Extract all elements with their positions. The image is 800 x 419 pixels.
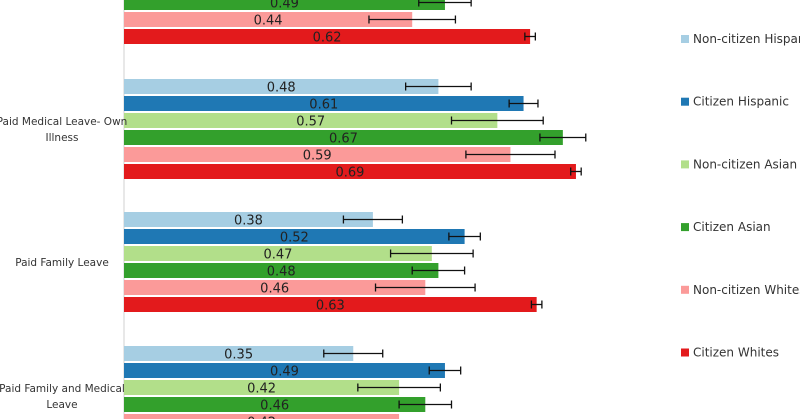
legend-label-1: Citizen Hispanic xyxy=(693,95,789,109)
legend-swatch-1 xyxy=(681,97,689,106)
bar-1-1 xyxy=(124,96,524,111)
bar-2-5 xyxy=(124,297,537,312)
value-label-2-0: 0.38 xyxy=(234,214,263,229)
legend-label-4: Non-citizen Whites xyxy=(693,283,800,297)
value-label-0-5: 0.62 xyxy=(313,31,342,46)
error-bar-2-1 xyxy=(448,232,481,241)
error-bar-0-4 xyxy=(368,15,457,24)
bar-1-5 xyxy=(124,164,576,179)
legend: Non-citizen Hispanic Citizen Hispanic Non-… xyxy=(681,32,800,360)
legend-swatch-2 xyxy=(681,160,689,169)
bar-1-0 xyxy=(124,79,439,94)
error-bar-3-3 xyxy=(398,400,453,409)
value-label-2-4: 0.46 xyxy=(260,282,289,297)
error-bar-3-1 xyxy=(428,366,462,375)
bar-2-4 xyxy=(124,280,426,295)
error-bar-0-5 xyxy=(524,32,536,41)
value-label-3-3: 0.46 xyxy=(260,399,289,414)
category-label-1-0: Paid Medical Leave- Own xyxy=(0,116,127,128)
value-label-3-0: 0.35 xyxy=(224,348,253,363)
legend-swatch-5 xyxy=(681,348,689,357)
bar-0-4 xyxy=(124,12,413,27)
bar-2-2 xyxy=(124,246,432,261)
error-bar-2-4 xyxy=(374,283,476,292)
error-bar-1-3 xyxy=(539,133,587,142)
value-label-2-3: 0.48 xyxy=(267,265,296,280)
bar-2-3 xyxy=(124,263,439,278)
category-label-2-0: Paid Family Leave xyxy=(15,257,109,269)
legend-label-5: Citizen Whites xyxy=(693,346,779,360)
bar-0-5 xyxy=(124,29,531,44)
category-label-0-0: Caregiving xyxy=(34,0,90,1)
legend-swatch-0 xyxy=(681,35,689,43)
value-label-2-5: 0.63 xyxy=(316,299,345,314)
value-label-1-0: 0.48 xyxy=(267,81,296,96)
value-label-3-2: 0.42 xyxy=(247,382,276,397)
error-bar-2-3 xyxy=(411,266,466,275)
legend-label-3: Citizen Asian xyxy=(693,220,771,234)
bar-1-3 xyxy=(124,130,563,145)
value-label-2-2: 0.47 xyxy=(263,248,292,263)
value-label-1-2: 0.57 xyxy=(296,115,325,130)
error-bar-1-1 xyxy=(508,99,539,108)
error-bar-1-0 xyxy=(404,82,472,91)
legend-label-2: Non-citizen Asian xyxy=(693,157,797,171)
category-label-3-0: Paid Family and Medical xyxy=(0,383,125,395)
bar-1-4 xyxy=(124,147,511,162)
bar-3-2 xyxy=(124,380,400,395)
bar-3-0 xyxy=(124,346,354,361)
bars-layer: 0.49 0.44 0.62 0.48 0.61 0.57 0.67 0.590.69 0.38… xyxy=(124,0,587,419)
bar-3-3 xyxy=(124,397,426,412)
value-label-0-4: 0.44 xyxy=(254,14,283,29)
error-bar-2-5 xyxy=(530,300,543,309)
value-label-0-3: 0.49 xyxy=(270,0,299,12)
bar-3-4 xyxy=(124,414,400,419)
value-label-3-1: 0.49 xyxy=(270,365,299,380)
value-label-1-5: 0.69 xyxy=(335,166,364,181)
value-label-1-1: 0.61 xyxy=(309,98,338,113)
category-label-1-1: Illness xyxy=(46,132,79,144)
value-label-2-1: 0.52 xyxy=(280,231,309,246)
value-label-1-3: 0.67 xyxy=(329,132,358,147)
bar-3-1 xyxy=(124,363,445,378)
error-bar-2-2 xyxy=(389,249,474,258)
value-label-1-4: 0.59 xyxy=(303,149,332,164)
category-label-3-1: Leave xyxy=(46,399,77,411)
legend-swatch-3 xyxy=(681,223,689,232)
legend-label-0: Non-citizen Hispanic xyxy=(693,32,800,46)
error-bar-1-2 xyxy=(450,116,544,125)
category-labels: Caregiving Paid Medical Leave- Own Illness… xyxy=(0,0,127,411)
error-bar-3-0 xyxy=(323,349,384,358)
bar-1-2 xyxy=(124,113,498,128)
legend-swatch-4 xyxy=(681,285,689,294)
error-bar-3-2 xyxy=(357,383,442,392)
error-bar-2-0 xyxy=(342,215,404,224)
bar-2-1 xyxy=(124,229,465,244)
bar-2-0 xyxy=(124,212,373,227)
error-bar-1-4 xyxy=(465,150,556,159)
error-bar-0-3 xyxy=(418,0,472,7)
value-label-3-4: 0.42 xyxy=(247,416,276,419)
bar-0-3 xyxy=(124,0,445,10)
error-bar-1-5 xyxy=(570,167,582,176)
